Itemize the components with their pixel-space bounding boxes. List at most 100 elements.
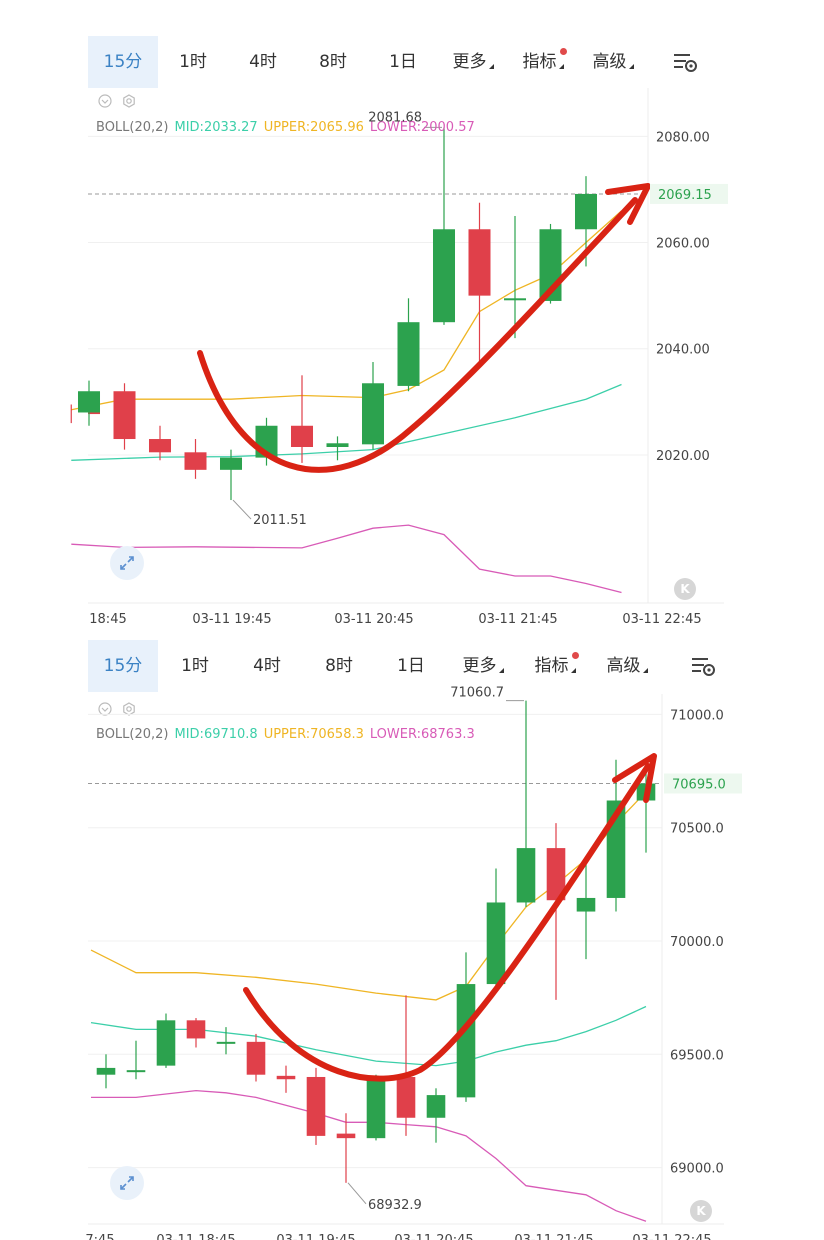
candle-body <box>113 391 136 440</box>
hide-indicator-icon[interactable] <box>98 94 112 108</box>
indicator-settings-icon[interactable] <box>122 94 136 108</box>
candle[interactable] <box>432 127 456 325</box>
tab-label: 更多 <box>462 656 497 676</box>
candle[interactable] <box>219 449 243 501</box>
x-tick-label: 03-11 20:45 <box>394 1233 473 1240</box>
tab-more[interactable]: 更多 <box>438 36 508 88</box>
candle[interactable] <box>276 1065 296 1093</box>
candle[interactable] <box>246 1033 266 1082</box>
fullscreen-button[interactable] <box>110 546 144 580</box>
hide-indicator-icon[interactable] <box>98 702 112 716</box>
candle[interactable] <box>186 1018 206 1048</box>
tab-label: 1日 <box>397 656 425 676</box>
tab-4h[interactable]: 4时 <box>228 36 298 88</box>
candles <box>96 700 656 1183</box>
candle[interactable] <box>77 380 101 426</box>
candle[interactable] <box>290 375 314 463</box>
x-tick-label: 03-11 22:45 <box>622 612 701 627</box>
candle[interactable] <box>216 1027 236 1055</box>
tab-indicators[interactable]: 指标 <box>508 36 578 88</box>
fullscreen-button[interactable] <box>110 1166 144 1200</box>
candles <box>70 127 598 501</box>
x-tick-label: 03-11 21:45 <box>478 612 557 627</box>
candle[interactable] <box>96 1054 116 1089</box>
candle-body <box>366 1076 386 1139</box>
tab-label: 1时 <box>179 52 207 72</box>
x-tick-label: 03-11 21:45 <box>514 1233 593 1240</box>
candle[interactable] <box>503 215 527 339</box>
candle[interactable] <box>397 298 420 392</box>
tab-advanced[interactable]: 高级 <box>592 640 662 692</box>
candle[interactable] <box>546 823 566 1000</box>
trend-arrow-shaft <box>197 197 638 473</box>
tab-label: 8时 <box>325 656 353 676</box>
chart-panel-eth: 15分 1时 4时 8时 1日 更多 指标 高级 BOLL(20,2) MID:2… <box>0 36 824 636</box>
candle-body <box>456 984 476 1098</box>
last-price-label: 2069.15 <box>658 188 712 203</box>
tab-15m[interactable]: 15分 <box>88 640 158 692</box>
boll-legend: BOLL(20,2) MID:69710.8 UPPER:70658.3 LOWER:… <box>96 727 475 742</box>
high-label: 71060.7 <box>450 686 504 701</box>
candle[interactable] <box>366 1074 386 1141</box>
candle-body <box>276 1075 296 1080</box>
candle[interactable] <box>70 404 100 424</box>
candle-body <box>126 1070 146 1073</box>
tab-4h[interactable]: 4时 <box>232 640 302 692</box>
candle-body <box>546 848 566 901</box>
tab-label: 指标 <box>522 52 557 72</box>
candlestick-chart[interactable]: BOLL(20,2) MID:2033.27 UPPER:2065.96 LOWER:… <box>0 36 824 636</box>
candlestick-chart[interactable]: BOLL(20,2) MID:69710.8 UPPER:70658.3 LOWER:… <box>0 640 824 1240</box>
candle-body <box>306 1076 326 1136</box>
x-tick-label: 03-11 20:45 <box>334 612 413 627</box>
candle[interactable] <box>113 383 136 450</box>
legend-lower: LOWER:2000.57 <box>370 120 475 135</box>
last-price-label: 70695.0 <box>672 778 726 793</box>
candle[interactable] <box>516 700 536 908</box>
candle[interactable] <box>148 425 172 461</box>
chart-panel-btc: 15分 1时 4时 8时 1日 更多 指标 高级 BOLL(20,2) MID:6… <box>0 640 824 1240</box>
tab-1h[interactable]: 1时 <box>160 640 230 692</box>
last-price-tag: 70695.0 <box>664 773 742 794</box>
candle[interactable] <box>336 1113 356 1183</box>
boll-bands <box>71 210 622 594</box>
candle[interactable] <box>361 362 385 450</box>
caret-down-icon <box>558 64 564 69</box>
candle[interactable] <box>468 202 491 368</box>
indicator-settings-icon[interactable] <box>122 702 136 716</box>
candle[interactable] <box>486 868 506 987</box>
candle-body <box>184 452 207 470</box>
boll-legend: BOLL(20,2) MID:2033.27 UPPER:2065.96 LOWER:… <box>96 120 475 135</box>
legend-upper: UPPER:70658.3 <box>264 727 364 742</box>
x-axis: 18:45 03-11 19:45 03-11 20:45 03-11 21:45 03… <box>89 612 701 627</box>
chart-settings-icon[interactable] <box>672 50 698 74</box>
tab-indicators[interactable]: 指标 <box>520 640 590 692</box>
scroll-to-latest-button[interactable]: K <box>674 578 696 600</box>
tab-label: 更多 <box>452 52 487 72</box>
tab-15m[interactable]: 15分 <box>88 36 158 88</box>
candle[interactable] <box>326 436 349 461</box>
candle[interactable] <box>184 439 207 479</box>
tab-more[interactable]: 更多 <box>448 640 518 692</box>
candle[interactable] <box>156 1013 176 1068</box>
legend-name: BOLL(20,2) <box>96 120 169 135</box>
chart-settings-icon[interactable] <box>690 654 716 678</box>
candle[interactable] <box>576 863 596 960</box>
tab-1d[interactable]: 1日 <box>368 36 438 88</box>
y-tick-label: 70000.0 <box>670 935 724 950</box>
candle[interactable] <box>126 1040 146 1080</box>
legend-mid: MID:69710.8 <box>175 727 258 742</box>
tab-1d[interactable]: 1日 <box>376 640 446 692</box>
tab-1h[interactable]: 1时 <box>158 36 228 88</box>
tab-8h[interactable]: 8时 <box>298 36 368 88</box>
candle[interactable] <box>426 1088 446 1143</box>
boll-upper-line <box>71 210 622 411</box>
scroll-to-latest-button[interactable]: K <box>690 1200 712 1222</box>
tab-advanced[interactable]: 高级 <box>578 36 648 88</box>
candle[interactable] <box>396 995 416 1136</box>
low-label: 68932.9 <box>368 1198 422 1213</box>
tab-label: 8时 <box>319 52 347 72</box>
trend-arrow <box>243 753 657 1082</box>
candle-body <box>96 1067 116 1075</box>
tab-8h[interactable]: 8时 <box>304 640 374 692</box>
candle[interactable] <box>306 1067 326 1145</box>
